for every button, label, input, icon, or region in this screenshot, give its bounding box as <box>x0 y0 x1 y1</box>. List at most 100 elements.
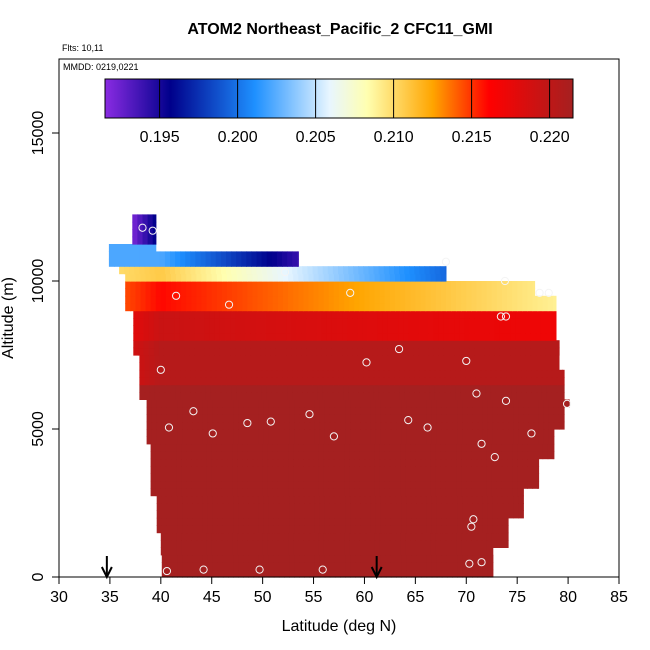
field-cell <box>233 554 239 563</box>
field-cell <box>521 384 527 393</box>
field-cell <box>373 266 380 275</box>
field-cell <box>172 421 178 430</box>
field-cell <box>171 547 177 556</box>
field-cell <box>209 332 216 341</box>
field-cell <box>418 332 425 341</box>
field-cell <box>328 443 335 452</box>
field-cell <box>420 540 427 548</box>
field-cell <box>464 310 470 319</box>
field-cell <box>459 310 465 319</box>
field-cell <box>517 451 523 460</box>
field-cell <box>160 281 167 289</box>
field-cell <box>423 318 430 326</box>
field-cell <box>276 377 283 386</box>
field-cell <box>470 377 476 386</box>
field-cell <box>396 406 402 415</box>
field-cell <box>445 532 452 541</box>
field-cell <box>349 480 355 489</box>
field-cell <box>278 562 285 571</box>
field-cell <box>156 421 163 430</box>
field-cell <box>294 517 300 526</box>
field-cell <box>334 525 341 534</box>
field-cell <box>165 443 172 452</box>
field-cell <box>558 421 565 430</box>
field-cell <box>248 569 255 578</box>
field-cell <box>333 466 340 474</box>
field-cell <box>425 473 432 482</box>
field-cell <box>211 288 218 297</box>
field-cell <box>494 340 501 349</box>
field-cell <box>262 473 269 482</box>
field-cell <box>159 384 166 393</box>
field-cell <box>196 547 203 556</box>
field-cell <box>252 480 259 489</box>
field-cell <box>272 295 279 304</box>
field-cell <box>253 503 260 511</box>
field-cell <box>258 414 265 423</box>
field-cell <box>323 547 330 556</box>
field-cell <box>466 443 472 452</box>
field-cell <box>243 495 249 504</box>
field-cell <box>225 325 231 334</box>
field-cell <box>242 540 248 548</box>
field-cell <box>273 399 280 408</box>
field-cell <box>365 562 372 571</box>
field-cell <box>467 562 473 571</box>
field-cell <box>214 318 221 326</box>
field-cell <box>387 325 394 334</box>
field-cell <box>143 340 150 349</box>
field-cell <box>307 266 314 275</box>
field-cell <box>180 362 186 371</box>
field-cell <box>435 288 442 297</box>
field-cell <box>150 273 157 282</box>
field-cell <box>301 347 307 356</box>
field-cell <box>166 414 173 423</box>
field-cell <box>425 295 432 304</box>
field-cell <box>530 347 537 356</box>
field-cell <box>492 503 499 511</box>
field-cell <box>267 458 274 467</box>
field-cell <box>444 369 451 378</box>
field-cell <box>339 547 345 556</box>
field-cell <box>536 384 543 393</box>
field-cell <box>390 399 397 408</box>
field-cell <box>430 458 437 467</box>
field-cell <box>501 480 508 489</box>
field-cell <box>236 251 242 260</box>
field-cell <box>436 562 443 571</box>
field-cell <box>177 421 183 430</box>
field-cell <box>258 495 265 504</box>
field-cell <box>298 288 304 297</box>
field-cell <box>303 473 310 482</box>
field-cell <box>355 503 361 511</box>
field-cell <box>177 569 183 578</box>
field-cell <box>418 347 425 356</box>
field-cell <box>536 369 543 378</box>
field-cell <box>250 340 257 349</box>
field-cell <box>161 525 168 534</box>
field-cell <box>277 540 284 548</box>
field-cell <box>144 377 151 386</box>
field-cell <box>385 421 392 430</box>
field-cell <box>440 480 447 489</box>
field-cell <box>416 399 423 408</box>
field-cell <box>163 325 170 334</box>
field-cell <box>378 369 385 378</box>
field-cell <box>197 421 204 430</box>
field-cell <box>319 554 326 563</box>
field-cell <box>251 251 258 260</box>
field-cell <box>389 466 396 474</box>
field-cell <box>518 436 524 445</box>
field-cell <box>454 340 460 349</box>
field-cell <box>233 429 239 437</box>
field-cell <box>413 332 419 341</box>
field-cell <box>440 288 447 297</box>
field-cell <box>186 443 192 452</box>
field-cell <box>531 392 538 400</box>
field-cell <box>196 451 203 460</box>
field-cell <box>441 569 448 578</box>
field-cell <box>369 473 376 482</box>
field-cell <box>238 429 244 437</box>
field-cell <box>474 310 481 319</box>
field-cell <box>531 362 538 371</box>
